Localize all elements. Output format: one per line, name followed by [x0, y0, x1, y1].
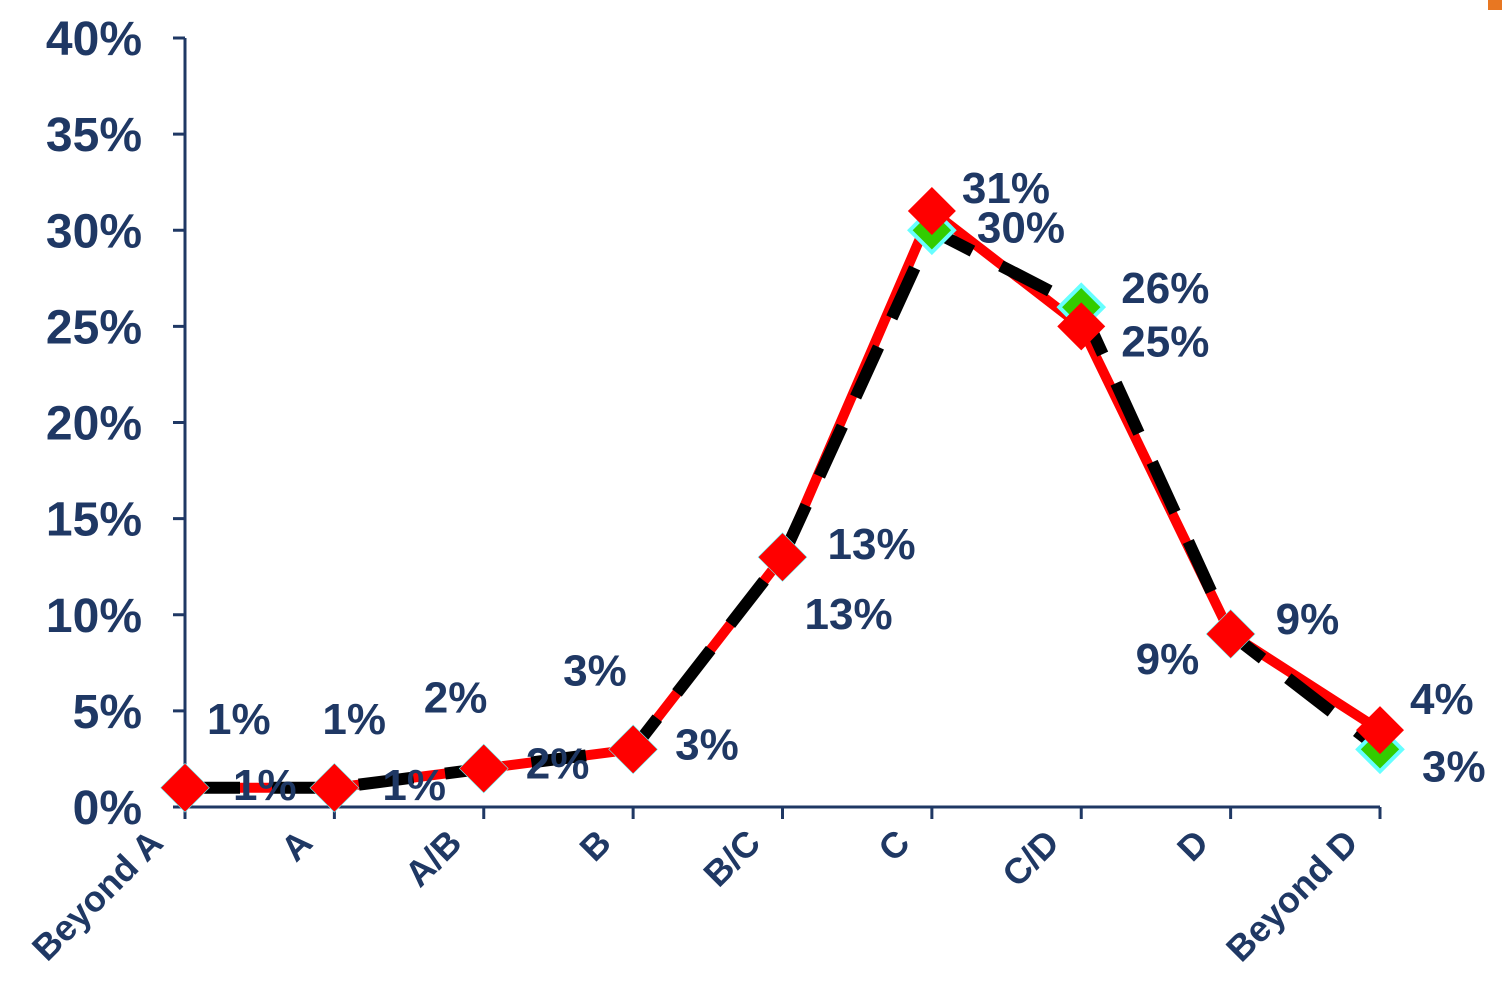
x-tick-label: C/D	[994, 822, 1067, 895]
data-point-series-2	[161, 763, 209, 812]
y-tick-label: 20%	[46, 398, 142, 451]
data-label-series-1: 1%	[233, 761, 297, 810]
data-label-series-2: 9%	[1276, 595, 1340, 644]
axes-group: 0% 5% 10% 15% 20% 25% 30% 35% 40% Beyond A A A/B B B/…	[24, 13, 1382, 970]
data-point-series-2	[310, 763, 359, 812]
data-point-series-2	[907, 187, 956, 236]
data-point-series-2	[1356, 706, 1404, 755]
x-tick-label: D	[1169, 822, 1216, 869]
data-label-series-1: 3%	[675, 720, 739, 769]
data-labels-group: 1% 1% 2% 3% 13% 30% 26% 9% 3% 1% 1% 2% 3% 13% 31% 25% 9%…	[207, 164, 1486, 810]
data-label-series-1: 9%	[1136, 635, 1200, 684]
corner-accent-mark	[1488, 0, 1502, 10]
data-label-series-1: 2%	[526, 740, 590, 789]
y-tick-label: 40%	[46, 13, 142, 66]
data-label-series-2: 1%	[322, 695, 386, 744]
data-label-series-2: 13%	[828, 520, 916, 569]
series-line-black-dashed	[185, 224, 1384, 794]
data-label-series-2: 25%	[1121, 317, 1209, 366]
x-tick-label: B	[571, 822, 618, 869]
x-tick-label: A	[273, 822, 320, 869]
x-tick-label: Beyond A	[24, 822, 171, 969]
data-label-series-1: 13%	[805, 590, 893, 639]
x-tick-label: Beyond D	[1218, 822, 1366, 970]
x-tick-label: C	[870, 822, 917, 869]
x-tick-label: A/B	[397, 822, 470, 895]
data-point-series-2	[1206, 609, 1255, 658]
data-label-series-1: 3%	[1422, 742, 1486, 791]
y-tick-label: 10%	[46, 590, 142, 643]
y-tick-label: 5%	[73, 686, 142, 739]
data-label-series-2: 3%	[563, 646, 627, 695]
x-tick-label: B/C	[695, 822, 768, 895]
data-label-series-2: 1%	[207, 695, 271, 744]
y-tick-label: 30%	[46, 205, 142, 258]
data-label-series-1: 30%	[977, 203, 1065, 252]
data-point-series-2	[609, 725, 658, 774]
y-tick-label: 0%	[73, 782, 142, 835]
data-label-series-1: 1%	[382, 761, 446, 810]
data-label-series-2: 2%	[424, 674, 488, 723]
y-tick-label: 25%	[46, 301, 142, 354]
data-label-series-2: 31%	[962, 164, 1050, 213]
data-point-series-2	[1057, 302, 1106, 351]
y-tick-label: 35%	[46, 109, 142, 162]
data-label-series-2: 4%	[1410, 675, 1474, 724]
data-point-series-2	[459, 744, 508, 793]
series-markers-group	[160, 187, 1405, 813]
data-point-series-2	[758, 533, 807, 582]
data-label-series-1: 26%	[1121, 264, 1209, 313]
y-tick-label: 15%	[46, 494, 142, 547]
